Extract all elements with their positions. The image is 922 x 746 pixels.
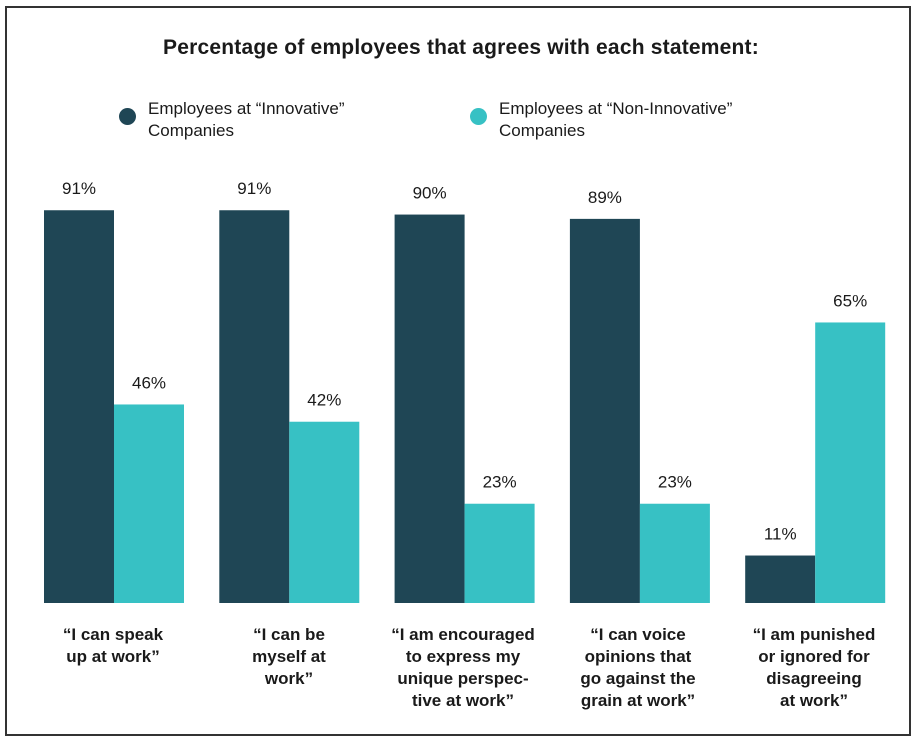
data-label: 42% bbox=[307, 391, 341, 410]
data-label: 23% bbox=[658, 473, 692, 492]
legend-item-non-innovative: Employees at “Non-Innovative” Companies bbox=[470, 98, 732, 142]
bar-innovative bbox=[394, 214, 465, 603]
data-label: 91% bbox=[237, 179, 271, 198]
category-label: “I am encouraged to express my unique pe… bbox=[391, 625, 535, 710]
data-label: 89% bbox=[588, 188, 622, 207]
bar-innovative bbox=[569, 218, 640, 603]
bar-innovative bbox=[219, 210, 290, 603]
data-label: 23% bbox=[483, 473, 517, 492]
bar-innovative bbox=[745, 555, 816, 603]
chart-frame bbox=[5, 6, 911, 736]
legend-item-innovative: Employees at “Innovative” Companies bbox=[119, 98, 345, 142]
legend-swatch-innovative bbox=[119, 108, 136, 125]
legend-swatch-non-innovative bbox=[470, 108, 487, 125]
category-label: “I can voice opinions that go against th… bbox=[580, 625, 696, 710]
data-label: 11% bbox=[764, 525, 797, 544]
bar-non-innovative bbox=[289, 421, 360, 603]
data-label: 65% bbox=[833, 291, 867, 310]
bar-non-innovative bbox=[639, 503, 710, 603]
bar-innovative bbox=[44, 210, 114, 603]
category-label: “I can be myself at work” bbox=[252, 625, 326, 688]
category-label: “I can speak up at work” bbox=[62, 625, 164, 666]
legend-label-non-innovative: Employees at “Non-Innovative” Companies bbox=[499, 99, 733, 140]
bar-non-innovative bbox=[464, 503, 535, 603]
legend-label-innovative: Employees at “Innovative” Companies bbox=[148, 99, 345, 140]
chart-title: Percentage of employees that agrees with… bbox=[163, 36, 759, 59]
category-label: “I am punished or ignored for disagreein… bbox=[752, 625, 876, 710]
data-label: 90% bbox=[413, 184, 447, 203]
bar-non-innovative bbox=[815, 322, 886, 603]
data-label: 91% bbox=[62, 179, 96, 198]
bar-non-innovative bbox=[114, 404, 184, 603]
data-label: 46% bbox=[132, 373, 166, 392]
